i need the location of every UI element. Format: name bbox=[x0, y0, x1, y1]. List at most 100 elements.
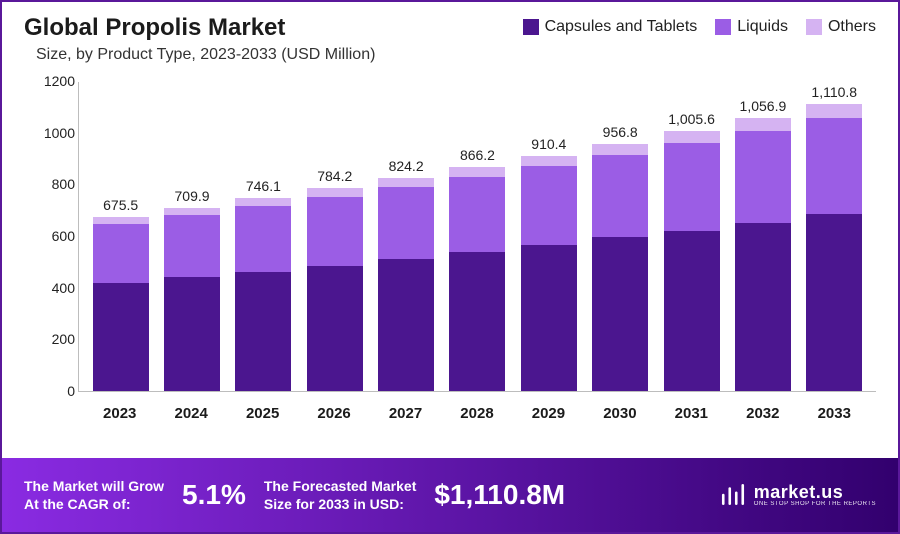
bar-stack bbox=[664, 131, 720, 391]
bar-segment bbox=[592, 144, 648, 155]
bar-total-label: 866.2 bbox=[460, 147, 495, 163]
cagr-value: 5.1% bbox=[182, 479, 246, 511]
bar-total-label: 784.2 bbox=[317, 168, 352, 184]
bar-segment bbox=[164, 215, 220, 277]
bar-stack bbox=[378, 178, 434, 391]
bar-stack bbox=[521, 156, 577, 391]
chart-area: 675.5 709.9 746.1 784.2 824.2 866.2 910.4 956.8… bbox=[24, 72, 876, 422]
bar-segment bbox=[307, 197, 363, 266]
x-axis-labels: 2023202420252026202720282029203020312032… bbox=[78, 405, 876, 422]
cagr-label: The Market will GrowAt the CAGR of: bbox=[24, 477, 164, 513]
forecast-value: $1,110.8M bbox=[434, 479, 565, 511]
bars-container: 675.5 709.9 746.1 784.2 824.2 866.2 910.4 956.8… bbox=[79, 82, 876, 391]
y-tick-label: 800 bbox=[25, 176, 75, 192]
bar-segment bbox=[806, 118, 862, 214]
legend-item: Liquids bbox=[715, 18, 788, 36]
legend-swatch bbox=[806, 19, 822, 35]
x-tick-label: 2026 bbox=[306, 405, 362, 422]
bar-stack bbox=[449, 167, 505, 391]
footer-banner: The Market will GrowAt the CAGR of: 5.1%… bbox=[2, 458, 898, 532]
forecast-label: The Forecasted MarketSize for 2033 in US… bbox=[264, 477, 417, 513]
legend-item: Capsules and Tablets bbox=[523, 18, 698, 36]
bar-segment bbox=[664, 231, 720, 391]
bar-total-label: 910.4 bbox=[531, 136, 566, 152]
bar-total-label: 1,056.9 bbox=[740, 98, 787, 114]
y-tick-label: 1200 bbox=[25, 73, 75, 89]
y-tick-label: 600 bbox=[25, 228, 75, 244]
x-tick-label: 2024 bbox=[163, 405, 219, 422]
legend-label: Liquids bbox=[737, 18, 788, 36]
bar-segment bbox=[806, 104, 862, 118]
bar-segment bbox=[664, 143, 720, 231]
legend-swatch bbox=[715, 19, 731, 35]
bar-column: 784.2 bbox=[307, 168, 363, 391]
y-tick-label: 400 bbox=[25, 280, 75, 296]
bar-column: 1,005.6 bbox=[664, 111, 720, 391]
bar-segment bbox=[592, 155, 648, 238]
bar-segment bbox=[378, 178, 434, 187]
bar-column: 675.5 bbox=[93, 197, 149, 391]
bar-segment bbox=[521, 156, 577, 166]
bar-column: 866.2 bbox=[449, 147, 505, 391]
bar-segment bbox=[93, 224, 149, 283]
bar-total-label: 709.9 bbox=[175, 188, 210, 204]
bar-segment bbox=[664, 131, 720, 143]
bar-stack bbox=[307, 188, 363, 391]
x-tick-label: 2031 bbox=[663, 405, 719, 422]
y-tick-label: 0 bbox=[25, 383, 75, 399]
y-tick-label: 200 bbox=[25, 331, 75, 347]
x-tick-label: 2033 bbox=[806, 405, 862, 422]
bar-total-label: 675.5 bbox=[103, 197, 138, 213]
bar-segment bbox=[378, 259, 434, 391]
legend-item: Others bbox=[806, 18, 876, 36]
chart-title: Global Propolis Market bbox=[24, 14, 285, 42]
bar-column: 956.8 bbox=[592, 124, 648, 391]
bar-stack bbox=[592, 144, 648, 391]
bar-segment bbox=[735, 118, 791, 131]
bar-segment bbox=[235, 272, 291, 391]
bar-segment bbox=[235, 198, 291, 206]
bar-column: 824.2 bbox=[378, 158, 434, 391]
bar-stack bbox=[235, 198, 291, 391]
bar-segment bbox=[521, 166, 577, 245]
legend-swatch bbox=[523, 19, 539, 35]
x-tick-label: 2025 bbox=[235, 405, 291, 422]
bar-segment bbox=[449, 252, 505, 392]
bar-segment bbox=[592, 237, 648, 391]
header-row: Global Propolis Market Capsules and Tabl… bbox=[2, 2, 898, 42]
chart-subtitle: Size, by Product Type, 2023-2033 (USD Mi… bbox=[2, 42, 898, 64]
bar-segment bbox=[735, 131, 791, 223]
legend-label: Capsules and Tablets bbox=[545, 18, 698, 36]
brand-logo-icon bbox=[720, 482, 746, 508]
bar-segment bbox=[378, 187, 434, 259]
bar-segment bbox=[521, 245, 577, 391]
brand: market.us ONE STOP SHOP FOR THE REPORTS bbox=[720, 482, 876, 508]
x-tick-label: 2030 bbox=[592, 405, 648, 422]
y-tick-label: 1000 bbox=[25, 125, 75, 141]
brand-name: market.us bbox=[754, 483, 876, 501]
bar-segment bbox=[806, 214, 862, 391]
bar-stack bbox=[735, 118, 791, 391]
x-tick-label: 2028 bbox=[449, 405, 505, 422]
brand-tagline: ONE STOP SHOP FOR THE REPORTS bbox=[754, 501, 876, 507]
bar-segment bbox=[449, 167, 505, 176]
bar-column: 1,110.8 bbox=[806, 84, 862, 391]
bar-segment bbox=[93, 283, 149, 392]
bar-total-label: 1,005.6 bbox=[668, 111, 715, 127]
bar-stack bbox=[93, 217, 149, 391]
bar-column: 746.1 bbox=[235, 178, 291, 391]
bar-column: 910.4 bbox=[521, 136, 577, 391]
bar-segment bbox=[307, 188, 363, 196]
bar-total-label: 746.1 bbox=[246, 178, 281, 194]
bar-segment bbox=[93, 217, 149, 224]
legend-label: Others bbox=[828, 18, 876, 36]
bar-segment bbox=[449, 177, 505, 252]
legend: Capsules and Tablets Liquids Others bbox=[523, 14, 876, 36]
x-tick-label: 2023 bbox=[92, 405, 148, 422]
x-tick-label: 2027 bbox=[378, 405, 434, 422]
bar-segment bbox=[235, 206, 291, 272]
bar-total-label: 824.2 bbox=[389, 158, 424, 174]
bar-segment bbox=[735, 223, 791, 391]
bar-column: 709.9 bbox=[164, 188, 220, 391]
bar-segment bbox=[164, 277, 220, 391]
